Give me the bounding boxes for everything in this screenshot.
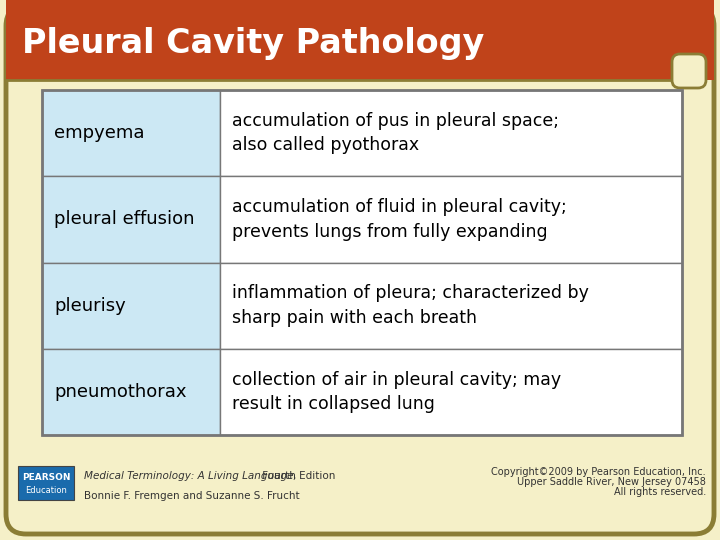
Bar [220,176,682,262]
Text: All rights reserved.: All rights reserved. [613,487,706,497]
Text: Bonnie F. Fremgen and Suzanne S. Frucht: Bonnie F. Fremgen and Suzanne S. Frucht [84,491,300,501]
FancyBboxPatch shape [672,54,706,88]
Bar [42,90,682,435]
Text: Copyright©2009 by Pearson Education, Inc.: Copyright©2009 by Pearson Education, Inc… [491,467,706,477]
Bar [18,466,74,500]
Text: inflammation of pleura; characterized by
sharp pain with each breath: inflammation of pleura; characterized by… [232,285,589,327]
Text: Medical Terminology: A Living Language,: Medical Terminology: A Living Language, [84,471,297,481]
Text: Upper Saddle River, New Jersey 07458: Upper Saddle River, New Jersey 07458 [517,477,706,487]
Text: empyema: empyema [54,124,145,142]
Bar [6,40,714,80]
Bar [220,262,682,349]
Text: Fourth Edition: Fourth Edition [259,471,336,481]
Text: collection of air in pleural cavity; may
result in collapsed lung: collection of air in pleural cavity; may… [232,371,561,413]
Bar [220,349,682,435]
Bar [42,262,220,349]
FancyBboxPatch shape [6,6,714,534]
Bar [42,176,220,262]
Text: PEARSON: PEARSON [22,474,71,482]
Text: accumulation of pus in pleural space;
also called pyothorax: accumulation of pus in pleural space; al… [232,112,559,154]
Text: accumulation of fluid in pleural cavity;
prevents lungs from fully expanding: accumulation of fluid in pleural cavity;… [232,198,567,240]
Text: pneumothorax: pneumothorax [54,383,186,401]
Bar [42,349,220,435]
Bar [42,90,220,176]
Text: Pleural Cavity Pathology: Pleural Cavity Pathology [22,26,485,59]
Text: pleural effusion: pleural effusion [54,211,194,228]
FancyBboxPatch shape [6,0,714,80]
Bar [220,90,682,176]
Text: pleurisy: pleurisy [54,296,126,315]
Text: Education: Education [25,486,67,495]
